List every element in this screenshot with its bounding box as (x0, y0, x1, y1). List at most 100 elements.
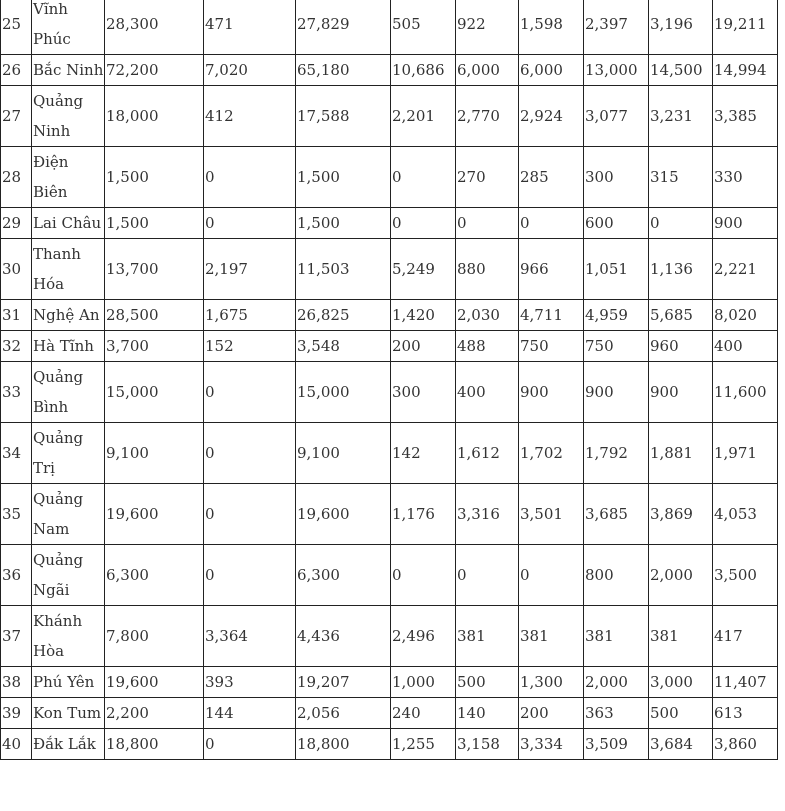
value-cell: 4,711 (518, 299, 584, 331)
value-cell: 1,702 (518, 422, 584, 484)
value-cell: 417 (712, 605, 778, 667)
value-cell: 2,000 (648, 544, 713, 606)
value-cell: 5,249 (390, 238, 456, 300)
province-cell: Kon Tum (31, 697, 105, 729)
row-number-cell: 30 (0, 238, 32, 300)
value-cell: 1,420 (390, 299, 456, 331)
value-cell: 17,588 (295, 85, 391, 147)
value-cell: 500 (455, 666, 519, 698)
table-row: 33 Quảng Bình 15,000 0 15,000 300 400 900 900 900… (0, 361, 778, 423)
value-cell: 1,051 (583, 238, 649, 300)
value-cell: 800 (583, 544, 649, 606)
value-cell: 0 (203, 422, 296, 484)
value-cell: 3,000 (648, 666, 713, 698)
value-cell: 1,675 (203, 299, 296, 331)
value-cell: 0 (390, 207, 456, 239)
value-cell: 0 (455, 207, 519, 239)
value-cell: 0 (648, 207, 713, 239)
value-cell: 3,501 (518, 483, 584, 545)
value-cell: 2,924 (518, 85, 584, 147)
row-number-cell: 36 (0, 544, 32, 606)
value-cell: 880 (455, 238, 519, 300)
value-cell: 152 (203, 330, 296, 362)
value-cell: 6,300 (104, 544, 204, 606)
value-cell: 3,385 (712, 85, 778, 147)
value-cell: 200 (518, 697, 584, 729)
value-cell: 1,300 (518, 666, 584, 698)
value-cell: 13,700 (104, 238, 204, 300)
value-cell: 4,959 (583, 299, 649, 331)
value-cell: 966 (518, 238, 584, 300)
province-cell: Quảng Ngãi (31, 544, 105, 606)
value-cell: 11,503 (295, 238, 391, 300)
row-number-cell: 33 (0, 361, 32, 423)
value-cell: 9,100 (295, 422, 391, 484)
table-row: 26 Bắc Ninh 72,200 7,020 65,180 10,686 6,000 6,… (0, 54, 778, 86)
table-row: 27 Quảng Ninh 18,000 412 17,588 2,201 2,770 2,9… (0, 85, 778, 147)
value-cell: 1,000 (390, 666, 456, 698)
value-cell: 140 (455, 697, 519, 729)
value-cell: 505 (390, 0, 456, 55)
value-cell: 2,397 (583, 0, 649, 55)
value-cell: 2,197 (203, 238, 296, 300)
value-cell: 300 (390, 361, 456, 423)
value-cell: 200 (390, 330, 456, 362)
value-cell: 1,255 (390, 728, 456, 760)
value-cell: 900 (583, 361, 649, 423)
table-row: 36 Quảng Ngãi 6,300 0 6,300 0 0 0 800 2,000 3,500 (0, 544, 778, 606)
value-cell: 381 (648, 605, 713, 667)
value-cell: 1,136 (648, 238, 713, 300)
value-cell: 488 (455, 330, 519, 362)
value-cell: 4,053 (712, 483, 778, 545)
value-cell: 381 (583, 605, 649, 667)
province-cell: Phú Yên (31, 666, 105, 698)
row-number-cell: 29 (0, 207, 32, 239)
value-cell: 500 (648, 697, 713, 729)
table-row: 32 Hà Tĩnh 3,700 152 3,548 200 488 750 750 960 400 (0, 330, 778, 362)
value-cell: 19,207 (295, 666, 391, 698)
province-cell: Vĩnh Phúc (31, 0, 105, 55)
value-cell: 10,686 (390, 54, 456, 86)
row-number-cell: 35 (0, 483, 32, 545)
row-number-cell: 28 (0, 146, 32, 208)
value-cell: 14,994 (712, 54, 778, 86)
value-cell: 750 (583, 330, 649, 362)
value-cell: 13,000 (583, 54, 649, 86)
value-cell: 3,509 (583, 728, 649, 760)
value-cell: 960 (648, 330, 713, 362)
value-cell: 8,020 (712, 299, 778, 331)
value-cell: 0 (203, 483, 296, 545)
value-cell: 28,500 (104, 299, 204, 331)
value-cell: 3,500 (712, 544, 778, 606)
province-cell: Điện Biên (31, 146, 105, 208)
value-cell: 3,860 (712, 728, 778, 760)
province-cell: Quảng Trị (31, 422, 105, 484)
row-number-cell: 34 (0, 422, 32, 484)
table-row: 28 Điện Biên 1,500 0 1,500 0 270 285 300 315 330 (0, 146, 778, 208)
value-cell: 381 (455, 605, 519, 667)
value-cell: 3,364 (203, 605, 296, 667)
value-cell: 4,436 (295, 605, 391, 667)
row-number-cell: 40 (0, 728, 32, 760)
table-row: 35 Quảng Nam 19,600 0 19,600 1,176 3,316 3,501 3… (0, 483, 778, 545)
value-cell: 28,300 (104, 0, 204, 55)
row-number-cell: 37 (0, 605, 32, 667)
province-cell: Nghệ An (31, 299, 105, 331)
value-cell: 600 (583, 207, 649, 239)
table-row: 30 Thanh Hóa 13,700 2,197 11,503 5,249 880 966 1… (0, 238, 778, 300)
value-cell: 6,300 (295, 544, 391, 606)
value-cell: 900 (648, 361, 713, 423)
value-cell: 142 (390, 422, 456, 484)
value-cell: 3,869 (648, 483, 713, 545)
value-cell: 0 (518, 544, 584, 606)
table-row: 39 Kon Tum 2,200 144 2,056 240 140 200 363 500 613 (0, 697, 778, 729)
value-cell: 26,825 (295, 299, 391, 331)
value-cell: 3,685 (583, 483, 649, 545)
value-cell: 1,176 (390, 483, 456, 545)
row-number-cell: 25 (0, 0, 32, 55)
value-cell: 6,000 (455, 54, 519, 86)
row-number-cell: 31 (0, 299, 32, 331)
value-cell: 0 (203, 544, 296, 606)
value-cell: 3,231 (648, 85, 713, 147)
value-cell: 315 (648, 146, 713, 208)
